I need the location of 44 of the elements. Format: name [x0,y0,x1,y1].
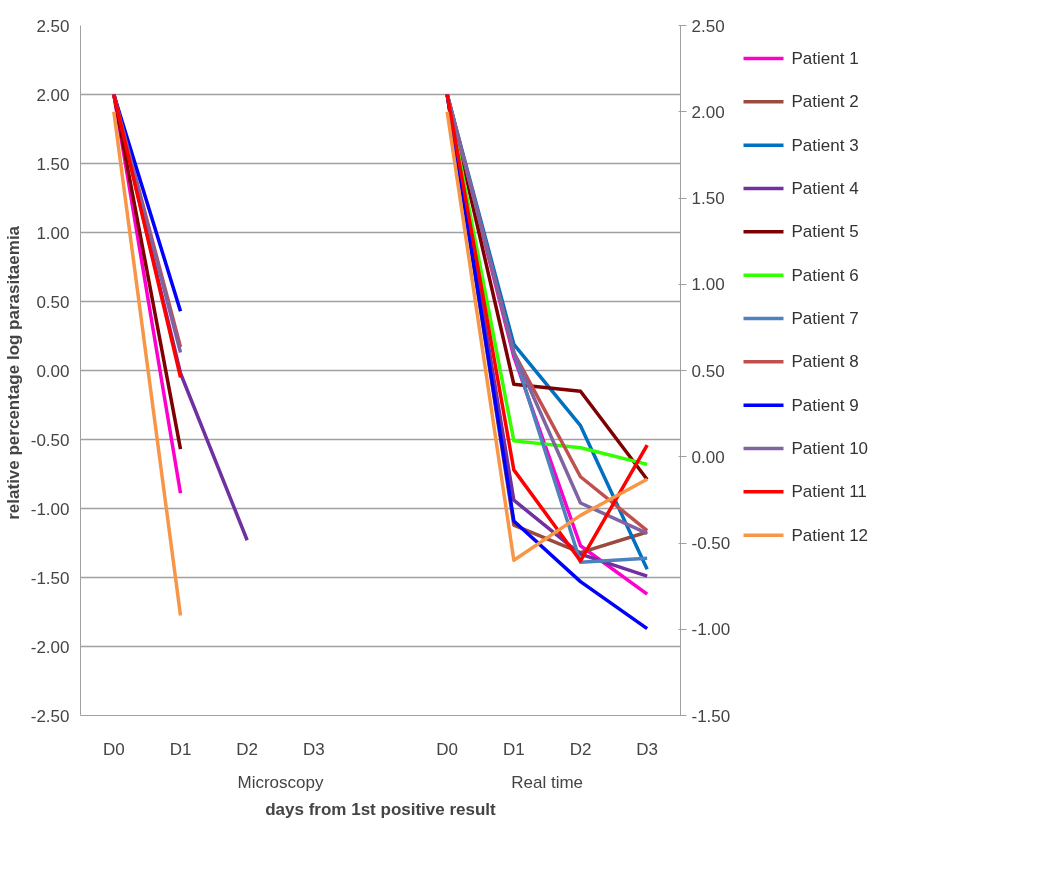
legend-label: Patient 12 [791,525,869,545]
legend-label: Patient 9 [791,395,859,415]
y-tick-label: 2.00 [36,85,70,105]
y2-tick-label: -0.50 [691,534,731,553]
x-tick-label: D2 [569,739,592,759]
x-tick-label: D2 [236,739,259,759]
y-tick-label: 0.00 [36,361,70,381]
y2-tick-label: 2.00 [691,102,725,122]
x-axis-title: days from 1st positive result [265,799,497,819]
y2-tick-label: 1.00 [691,275,725,295]
x-tick-label: D3 [302,739,325,759]
y-axis-title: relative percentage log parasitaemia [3,225,23,520]
x-tick-label: D1 [502,739,525,759]
y-tick-label: -2.50 [30,706,70,726]
legend-label: Patient 3 [791,135,859,155]
legend-label: Patient 1 [791,49,859,69]
x-tick-label: D0 [102,739,125,759]
x-tick-label: D3 [636,739,659,759]
y-tick-label: -0.50 [30,430,70,450]
y2-tick-label: -1.00 [691,620,731,640]
text: Real time [511,772,584,792]
y-tick-label: 1.50 [36,154,70,174]
legend-label: Patient 8 [791,352,859,372]
legend-label: Patient 5 [791,222,859,242]
y-tick-label: 2.50 [36,16,70,36]
y-tick-label: -2.00 [30,637,70,657]
text: Microscopy [237,772,324,792]
y2-tick-label: 2.50 [691,16,725,36]
legend-label: Patient 7 [791,308,859,328]
legend-label: Patient 4 [791,179,859,198]
y2-tick-label: 0.50 [691,361,725,381]
legend-label: Patient 2 [791,92,859,112]
x-tick-label: D0 [436,739,459,759]
y2-tick-label: 1.50 [691,189,725,208]
legend-label: Patient 11 [791,482,867,502]
y-tick-label: -1.00 [30,499,70,519]
legend-label: Patient 6 [791,265,859,285]
y-tick-label: 1.00 [36,223,70,243]
y-tick-label: -1.50 [30,568,70,588]
x-tick-label: D1 [169,739,192,759]
y-tick-label: 0.50 [36,292,70,312]
legend-label: Patient 10 [791,438,869,458]
y2-tick-label: -1.50 [691,706,731,726]
y2-tick-label: 0.00 [691,447,725,467]
